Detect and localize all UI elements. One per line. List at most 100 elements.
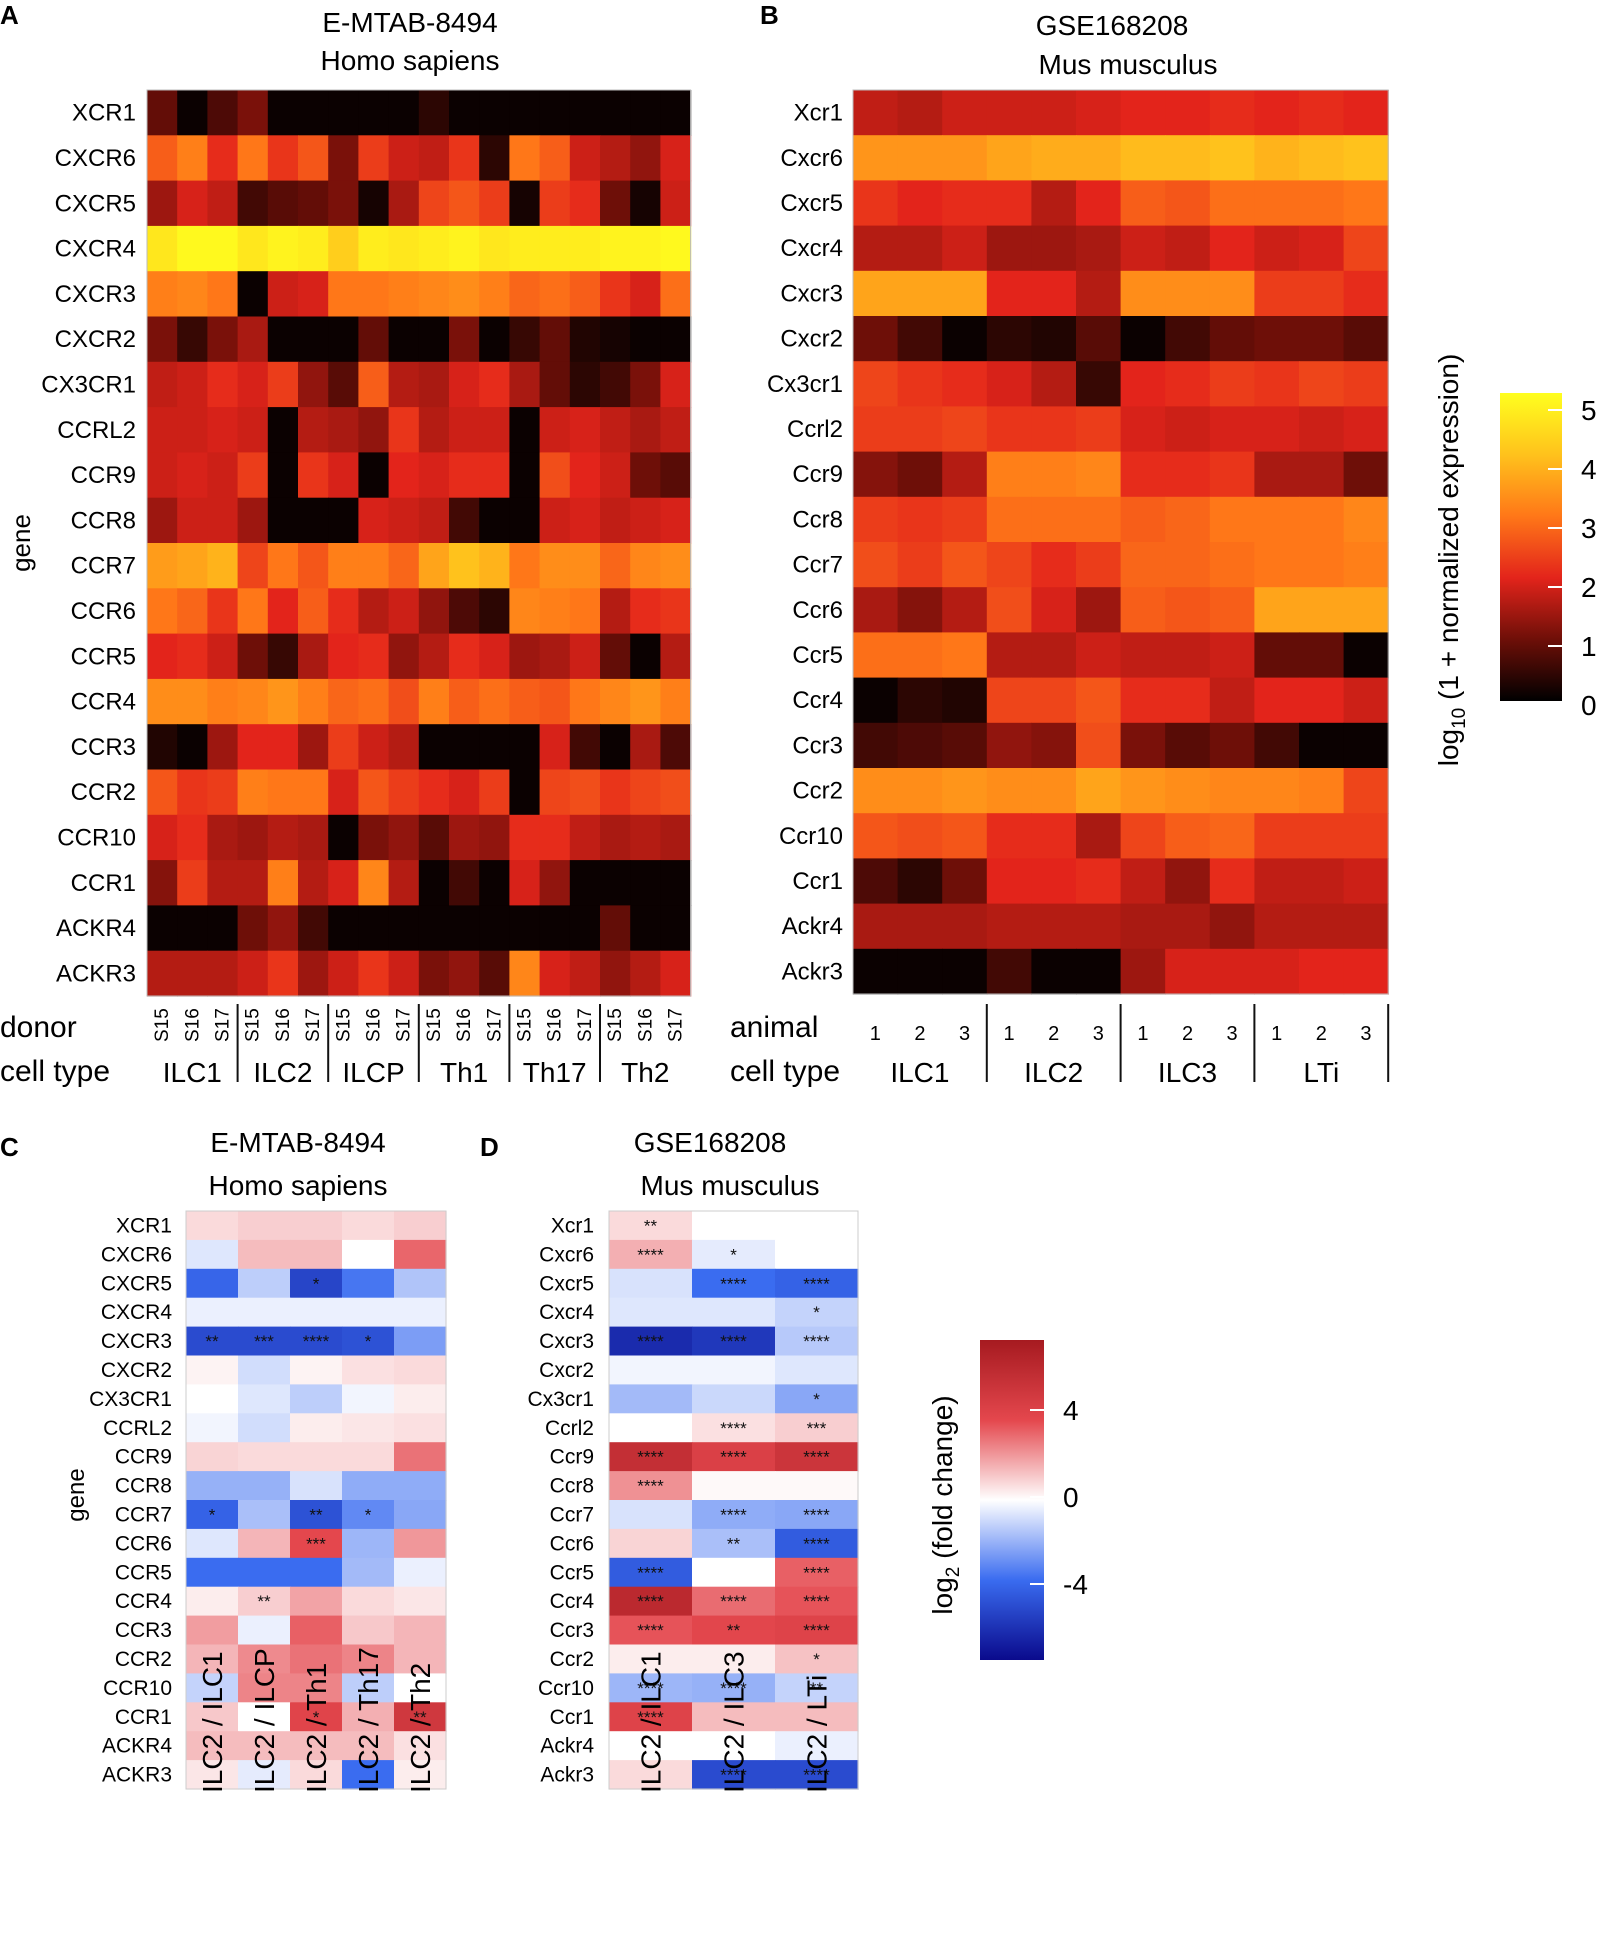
heatmap-a-cell <box>358 497 390 544</box>
heatmap-a-cell <box>388 905 420 952</box>
heatmap-a-cell <box>449 135 480 182</box>
heatmap-b-cell <box>1120 542 1166 588</box>
heatmap-a-row-label: CCR9 <box>71 462 136 489</box>
heatmap-c-cell <box>186 1557 239 1588</box>
heatmap-b-group-label: ILC3 <box>1158 1057 1217 1088</box>
heatmap-a-cell <box>388 407 420 453</box>
heatmap-c-row-label: CCR3 <box>115 1619 172 1642</box>
panel-c-title: E-MTAB-8494 <box>210 1127 385 1158</box>
heatmap-c-column-label: ILC2 / ILC1 <box>197 1651 228 1793</box>
panel-a-title: E-MTAB-8494 <box>322 7 497 38</box>
heatmap-b-row-label: Ccr10 <box>779 823 843 850</box>
heatmap-a-cell <box>600 180 631 227</box>
heatmap-d-cell <box>609 1673 693 1703</box>
heatmap-b-cell <box>853 813 899 859</box>
heatmap-a-cell <box>328 724 359 771</box>
heatmap-c-cell <box>238 1471 291 1501</box>
heatmap-b-cell <box>1031 451 1077 498</box>
heatmap-a-cell <box>660 950 692 997</box>
legend-expression-colorbar <box>1500 393 1562 701</box>
heatmap-d-significance: **** <box>720 1419 747 1438</box>
heatmap-b-cell <box>1254 542 1300 588</box>
heatmap-b-cell <box>986 496 1032 543</box>
heatmap-a-donor-tick: S16 <box>635 1008 656 1042</box>
heatmap-c-significance: ** <box>257 1592 271 1611</box>
heatmap-b-cell <box>1209 135 1255 181</box>
heatmap-a-cell <box>358 543 390 589</box>
heatmap-c-cell <box>290 1355 343 1385</box>
heatmap-b-cell <box>1031 768 1077 814</box>
heatmap-b-cell <box>853 451 899 498</box>
heatmap-a-cell <box>449 497 480 544</box>
heatmap-a-cell <box>600 769 631 816</box>
heatmap-b-cell <box>1165 587 1211 633</box>
heatmap-b-cell <box>1031 677 1077 724</box>
heatmap-b-cell <box>897 180 943 227</box>
heatmap-b-cell <box>1254 722 1300 769</box>
heatmap-a-cell <box>418 633 450 680</box>
heatmap-c-cell <box>342 1384 395 1414</box>
legend-fold-change-ticks: 4 0 -4 <box>1030 1395 1088 1600</box>
heatmap-a-row-label: CCR8 <box>71 507 136 534</box>
heatmap-a-cell <box>509 724 541 771</box>
heatmap-a-cell <box>207 316 239 363</box>
heatmap-c-cell <box>186 1644 239 1674</box>
heatmap-c-column-label: ILC2 / ILCP <box>249 1648 280 1793</box>
heatmap-d-cell <box>775 1384 859 1414</box>
heatmap-c-row-label: CXCR5 <box>101 1272 172 1295</box>
heatmap-a-cell <box>630 180 661 227</box>
heatmap-b-cell <box>1120 948 1166 995</box>
heatmap-a-cell <box>207 271 239 318</box>
heatmap-b-cell <box>1299 496 1345 543</box>
heatmap-a-cell <box>600 135 631 182</box>
heatmap-a-cell <box>358 135 390 182</box>
heatmap-c-cell <box>290 1326 343 1357</box>
heatmap-b-cell <box>1254 361 1300 407</box>
heatmap-a-cell <box>237 860 269 906</box>
heatmap-a-cell <box>358 316 390 363</box>
heatmap-b-cell <box>853 496 899 543</box>
heatmap-b-cell <box>1254 587 1300 633</box>
heatmap-b-cell <box>1299 270 1345 317</box>
heatmap-b-row-label: Ccr2 <box>792 778 843 805</box>
heatmap-b-group-label: ILC1 <box>890 1057 949 1088</box>
heatmap-a-cell <box>660 678 692 725</box>
heatmap-a-cell <box>147 180 178 227</box>
heatmap-a-cell <box>328 361 359 408</box>
heatmap-c-row-label: CXCR2 <box>101 1359 172 1382</box>
panel-letter-d: D <box>480 1132 499 1162</box>
heatmap-a-cell <box>328 633 359 680</box>
heatmap-a-cell <box>147 814 178 861</box>
heatmap-b-cell <box>1209 722 1255 769</box>
heatmap-a-cell <box>328 316 359 363</box>
heatmap-b-cell <box>986 903 1032 950</box>
heatmap-b-cell <box>1209 542 1255 588</box>
heatmap-c-cell <box>186 1673 239 1703</box>
heatmap-a-cell <box>660 316 692 363</box>
heatmap-d-cell <box>775 1355 859 1385</box>
heatmap-a-cell <box>569 769 601 816</box>
heatmap-b-animal-tick: 1 <box>870 1023 881 1045</box>
heatmap-d-cell <box>692 1413 776 1443</box>
heatmap-b-cell <box>853 316 899 362</box>
heatmap-a-cell <box>147 724 178 771</box>
heatmap-a-group-label: ILC2 <box>253 1057 312 1088</box>
heatmap-a-group-label: Th1 <box>440 1057 488 1088</box>
heatmap-b-row-label: Ccr7 <box>792 552 843 579</box>
heatmap-a-cell <box>237 90 269 136</box>
heatmap-a-cell <box>147 950 178 997</box>
heatmap-b-cell <box>1343 903 1389 950</box>
heatmap-c-cell <box>342 1239 395 1270</box>
heatmap-a-cell <box>509 407 541 453</box>
heatmap-a-cell <box>660 225 692 272</box>
heatmap-b-cell <box>1076 948 1122 995</box>
heatmap-a-cell <box>449 905 480 952</box>
legend-fold-change: 4 0 -4 log2 (fold change) <box>927 1340 1088 1660</box>
heatmap-b-cell <box>897 316 943 362</box>
heatmap-a-cell <box>267 407 299 453</box>
heatmap-c-cell <box>186 1297 239 1328</box>
heatmap-a-cell <box>177 950 208 997</box>
heatmap-a-cell <box>660 135 692 182</box>
heatmap-c-significance: **** <box>303 1332 330 1351</box>
heatmap-a-cell <box>479 724 510 771</box>
